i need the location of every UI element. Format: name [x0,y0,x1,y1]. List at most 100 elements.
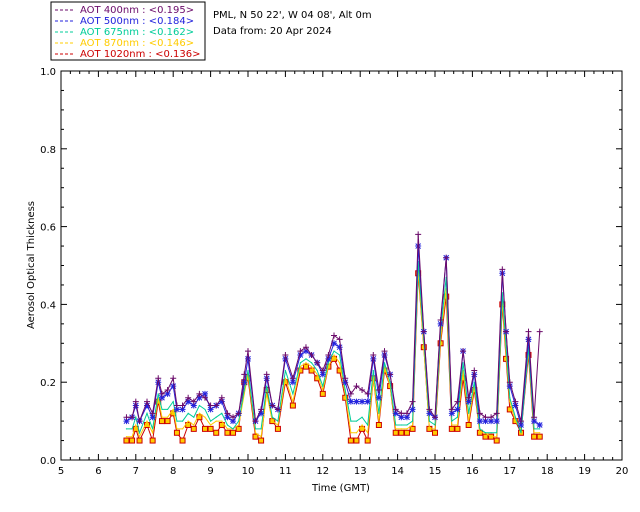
data-point [213,402,220,409]
data-point [271,420,273,422]
y-tick-label: 0.0 [40,456,56,467]
data-point [342,375,349,382]
data-point [512,402,519,409]
data-point [339,362,341,364]
data-point [347,390,354,397]
data-point [196,394,203,401]
data-point [367,432,369,434]
data-point [451,424,453,426]
data-point [266,393,268,395]
data-point [482,433,489,440]
data-point [536,328,543,335]
data-point [327,362,330,364]
data-point [364,437,371,444]
data-point [514,420,517,422]
data-point [235,425,242,432]
data-point [314,359,321,366]
data-point [170,375,177,382]
data-point [277,424,279,426]
x-tick-label: 7 [133,466,139,477]
data-point [187,412,189,414]
data-point [518,418,525,425]
data-point [327,366,330,368]
data-point [454,398,461,405]
data-point [125,428,128,430]
data-point [353,437,360,444]
data-point [448,406,455,413]
data-point [493,410,500,417]
date-info: Data from: 20 Apr 2024 [213,26,332,37]
data-point [252,433,259,440]
series-1 [123,243,543,428]
data-point [350,432,352,434]
data-point [496,432,498,434]
data-point [505,346,507,348]
data-point [493,418,500,425]
data-point [196,414,203,421]
data-point [155,375,162,382]
data-point [325,355,332,362]
data-point [196,390,203,397]
data-point [258,437,265,444]
x-tick-label: 16 [466,466,479,477]
data-point [131,436,133,438]
data-point [395,428,397,430]
data-point [518,421,525,428]
data-point [531,414,538,421]
data-point [355,420,358,422]
x-tick-label: 9 [207,466,213,477]
data-point [277,420,279,422]
data-point [370,351,377,358]
data-point [392,406,399,413]
data-point [144,421,151,428]
axis-ticks: 5 6 7 8 9 10 11 12 13 14 15 16 17 18 19 20 0.0 0.2 0.4 0.6 0… [40,67,628,477]
x-tick-label: 17 [503,466,516,477]
data-point [454,425,461,432]
x-tick-label: 10 [242,466,255,477]
data-point [536,433,543,440]
x-tick-label: 11 [279,466,292,477]
data-point [129,437,136,444]
data-point [319,390,326,397]
data-point [185,394,192,401]
data-point [347,398,354,405]
data-point [207,406,214,413]
data-point [411,424,414,426]
data-point [325,351,332,358]
data-point [172,401,174,403]
y-tick-label: 0.4 [40,300,56,311]
data-point [387,371,394,378]
data-point [514,416,517,418]
data-point [468,420,470,422]
data-point [138,436,141,438]
data-point [132,402,139,409]
data-point [173,402,180,409]
data-point [254,432,257,434]
data-point [185,398,192,405]
data-point [398,429,405,436]
data-point [187,420,189,422]
legend-entry: AOT 500nm : <0.184> [80,16,194,27]
data-point [448,425,455,432]
data-point [383,362,386,364]
data-point [289,402,296,409]
data-point [465,394,472,401]
data-point [135,416,137,418]
data-point [260,428,262,430]
data-point [392,429,399,436]
data-point [284,377,286,379]
data-point [136,418,143,425]
data-point [426,406,433,413]
data-point [224,429,231,436]
data-point [462,362,464,364]
data-point [172,408,174,411]
data-point [226,428,229,430]
data-point [190,398,197,405]
data-point [403,414,410,421]
data-point [207,402,214,409]
data-point [181,420,184,422]
data-point [149,410,156,417]
data-point [476,410,483,417]
data-point [210,420,212,422]
data-point [238,424,240,426]
